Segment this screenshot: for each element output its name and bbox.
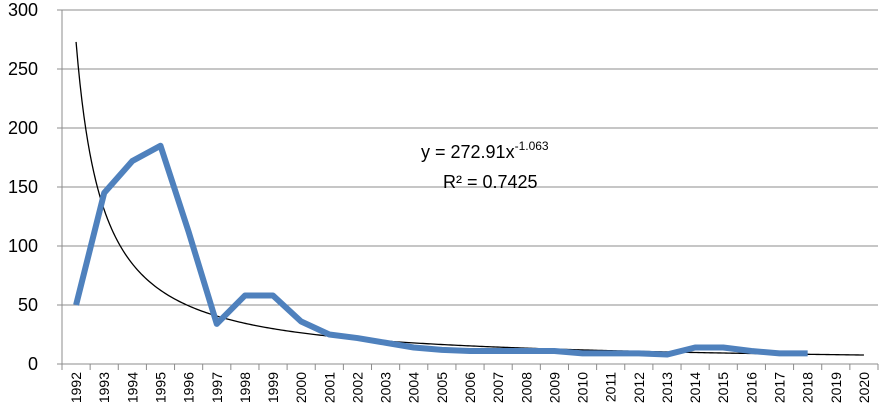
trendline-annotation: y = 272.91x-1.063 R² = 0.7425 xyxy=(421,139,549,192)
x-tick-label: 1995 xyxy=(152,372,168,403)
data-series xyxy=(73,142,808,358)
x-tick-label: 1993 xyxy=(96,372,112,403)
x-tick-label: 2013 xyxy=(659,372,675,403)
x-tick-label: 2019 xyxy=(828,372,844,403)
x-tick-label: 2020 xyxy=(856,372,872,403)
x-tick-label: 2005 xyxy=(434,372,450,403)
x-tick-label: 1994 xyxy=(124,372,140,403)
x-tick-label: 2009 xyxy=(546,372,562,403)
x-tick-label: 2002 xyxy=(349,372,365,403)
x-tick-label: 2001 xyxy=(321,372,337,403)
x-tick-label: 2012 xyxy=(631,372,647,403)
y-tick-label: 200 xyxy=(8,118,38,138)
axes xyxy=(57,9,879,370)
y-tick-label: 300 xyxy=(8,0,38,20)
trendline xyxy=(75,41,864,356)
x-tick-label: 2000 xyxy=(293,372,309,403)
y-tick-label: 0 xyxy=(28,354,38,374)
trendline-equation: y = 272.91x-1.063 xyxy=(421,139,549,162)
x-tick-label: 2018 xyxy=(800,372,816,403)
x-tick-label: 2007 xyxy=(490,372,506,403)
trendline-equation-exponent: -1.063 xyxy=(515,139,549,153)
trendline-r-squared: R² = 0.7425 xyxy=(443,172,538,192)
x-tick-label: 2011 xyxy=(603,372,619,402)
x-tick-label: 2017 xyxy=(772,372,788,403)
y-tick-label: 100 xyxy=(8,236,38,256)
x-tick-label: 2004 xyxy=(406,372,422,403)
trendline-path xyxy=(75,41,864,356)
y-tick-label: 50 xyxy=(18,295,38,315)
x-tick-label: 1996 xyxy=(181,372,197,403)
x-tick-label: 2006 xyxy=(462,372,478,403)
x-tick-label: 2008 xyxy=(518,372,534,403)
y-tick-label: 250 xyxy=(8,59,38,79)
x-tick-label: 1999 xyxy=(265,372,281,403)
trendline-equation-base: y = 272.91x xyxy=(421,142,515,162)
x-tick-label: 1992 xyxy=(68,372,84,403)
gridlines xyxy=(62,9,878,306)
y-tick-labels: 0 50 100 150 200 250 300 xyxy=(8,0,38,374)
x-tick-label: 2003 xyxy=(378,372,394,403)
x-tick-label: 1997 xyxy=(209,372,225,403)
x-tick-label: 2016 xyxy=(743,372,759,403)
x-tick-label: 2015 xyxy=(715,372,731,403)
y-tick-label: 150 xyxy=(8,177,38,197)
x-tick-label: 2014 xyxy=(687,372,703,403)
series-line xyxy=(73,142,808,358)
x-tick-label: 1998 xyxy=(237,372,253,403)
x-tick-label: 2010 xyxy=(575,372,591,403)
x-tick-labels: 1992 1993 1994 1995 1996 1997 1998 1999 2000 2001… xyxy=(68,372,872,403)
